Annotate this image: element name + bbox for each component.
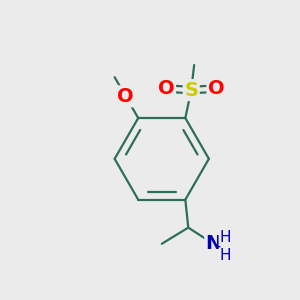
Text: N: N: [205, 234, 221, 253]
Text: H: H: [219, 230, 231, 245]
Text: H: H: [219, 248, 231, 263]
Text: O: O: [117, 87, 134, 106]
Text: O: O: [208, 79, 225, 98]
Text: O: O: [158, 79, 175, 98]
Text: S: S: [184, 81, 198, 100]
